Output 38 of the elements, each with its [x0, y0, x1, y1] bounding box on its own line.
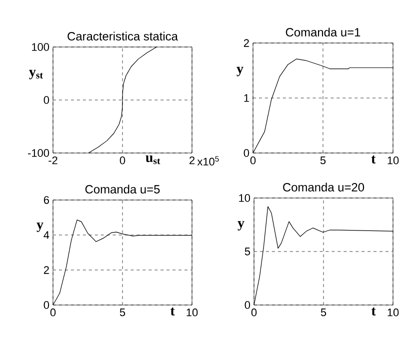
- y-tick-label: 0: [44, 96, 50, 104]
- y-tick-label: 0: [244, 301, 250, 309]
- x-tick-label: 5: [320, 308, 326, 316]
- x-tick-label: -2: [48, 156, 58, 164]
- y-tick-label: 0: [244, 149, 250, 157]
- y-tick-label: 0: [44, 301, 50, 309]
- x-tick-label: 5: [320, 156, 326, 164]
- text: x10$^{5}$: [197, 156, 219, 166]
- x-tick-label: 5: [120, 308, 126, 316]
- y-tick-label: 1: [244, 94, 249, 102]
- x-tick-label: 0: [50, 308, 56, 316]
- x-axis-title: t: [170, 308, 175, 316]
- chart-title: Comanda u=1: [286, 28, 360, 36]
- x-tick-label: 0: [250, 156, 256, 164]
- y-axis-title: y: [236, 66, 244, 76]
- y-tick-label: 6: [44, 196, 49, 204]
- chart-title: Comanda u=20: [283, 182, 364, 192]
- y-tick-label: 10: [239, 194, 250, 202]
- x-tick-label: 0: [120, 156, 126, 164]
- x-tick-label: 10: [388, 308, 399, 316]
- x-axis-title: t: [371, 156, 376, 164]
- y-axis-title: y$_{st}$: [29, 70, 43, 80]
- x-tick-label: 10: [388, 156, 399, 164]
- y-tick-label: 5: [244, 248, 250, 256]
- chart-title: Caracteristica statica: [68, 32, 178, 40]
- y-tick-label: -100: [28, 149, 50, 157]
- x-tick-label: 10: [186, 308, 198, 316]
- x-axis-title: u$_{st}$: [146, 156, 160, 164]
- y-tick-label: 4: [44, 231, 50, 239]
- y-tick-label: 100: [32, 43, 50, 51]
- y-tick-label: 2: [44, 266, 49, 274]
- y-tick-label: 2: [244, 39, 249, 47]
- x-tick-label: 0: [251, 308, 257, 316]
- chart-title: Comanda u=5: [85, 184, 160, 194]
- y-axis-title: y: [238, 221, 244, 231]
- x-tick-label: 2: [190, 156, 194, 164]
- x-axis-title: t: [371, 308, 376, 316]
- y-axis-title: y: [36, 222, 44, 232]
